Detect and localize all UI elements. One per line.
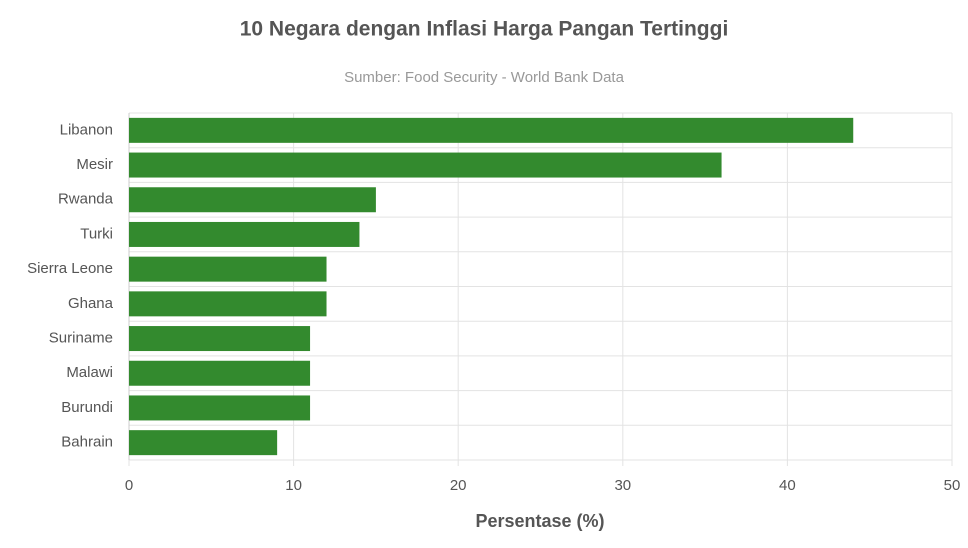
bar — [129, 360, 311, 386]
y-tick-label: Burundi — [61, 399, 113, 416]
chart-subtitle: Sumber: Food Security - World Bank Data — [344, 69, 624, 86]
x-tick-label: 10 — [285, 477, 302, 494]
y-tick-label: Malawi — [66, 364, 113, 381]
chart-title: 10 Negara dengan Inflasi Harga Pangan Te… — [240, 18, 729, 41]
x-tick-label: 50 — [944, 477, 961, 494]
y-tick-label: Libanon — [60, 121, 113, 138]
bar — [129, 256, 327, 282]
x-tick-label: 0 — [125, 477, 133, 494]
x-tick-label: 20 — [450, 477, 467, 494]
y-tick-label: Suriname — [49, 330, 113, 347]
bar — [129, 221, 360, 247]
x-axis-label: Persentase (%) — [475, 511, 604, 531]
bar — [129, 291, 327, 317]
bar — [129, 395, 311, 421]
y-tick-label: Turki — [80, 225, 113, 242]
bar — [129, 117, 854, 143]
bar — [129, 430, 278, 456]
bar — [129, 326, 311, 352]
y-tick-label: Ghana — [68, 295, 114, 312]
x-tick-label: 30 — [614, 477, 631, 494]
bar — [129, 152, 722, 178]
x-tick-label: 40 — [779, 477, 796, 494]
y-tick-label: Rwanda — [58, 191, 114, 208]
y-tick-label: Mesir — [76, 156, 113, 173]
y-tick-label: Sierra Leone — [27, 260, 113, 277]
y-tick-label: Bahrain — [61, 434, 113, 451]
bar — [129, 187, 376, 213]
